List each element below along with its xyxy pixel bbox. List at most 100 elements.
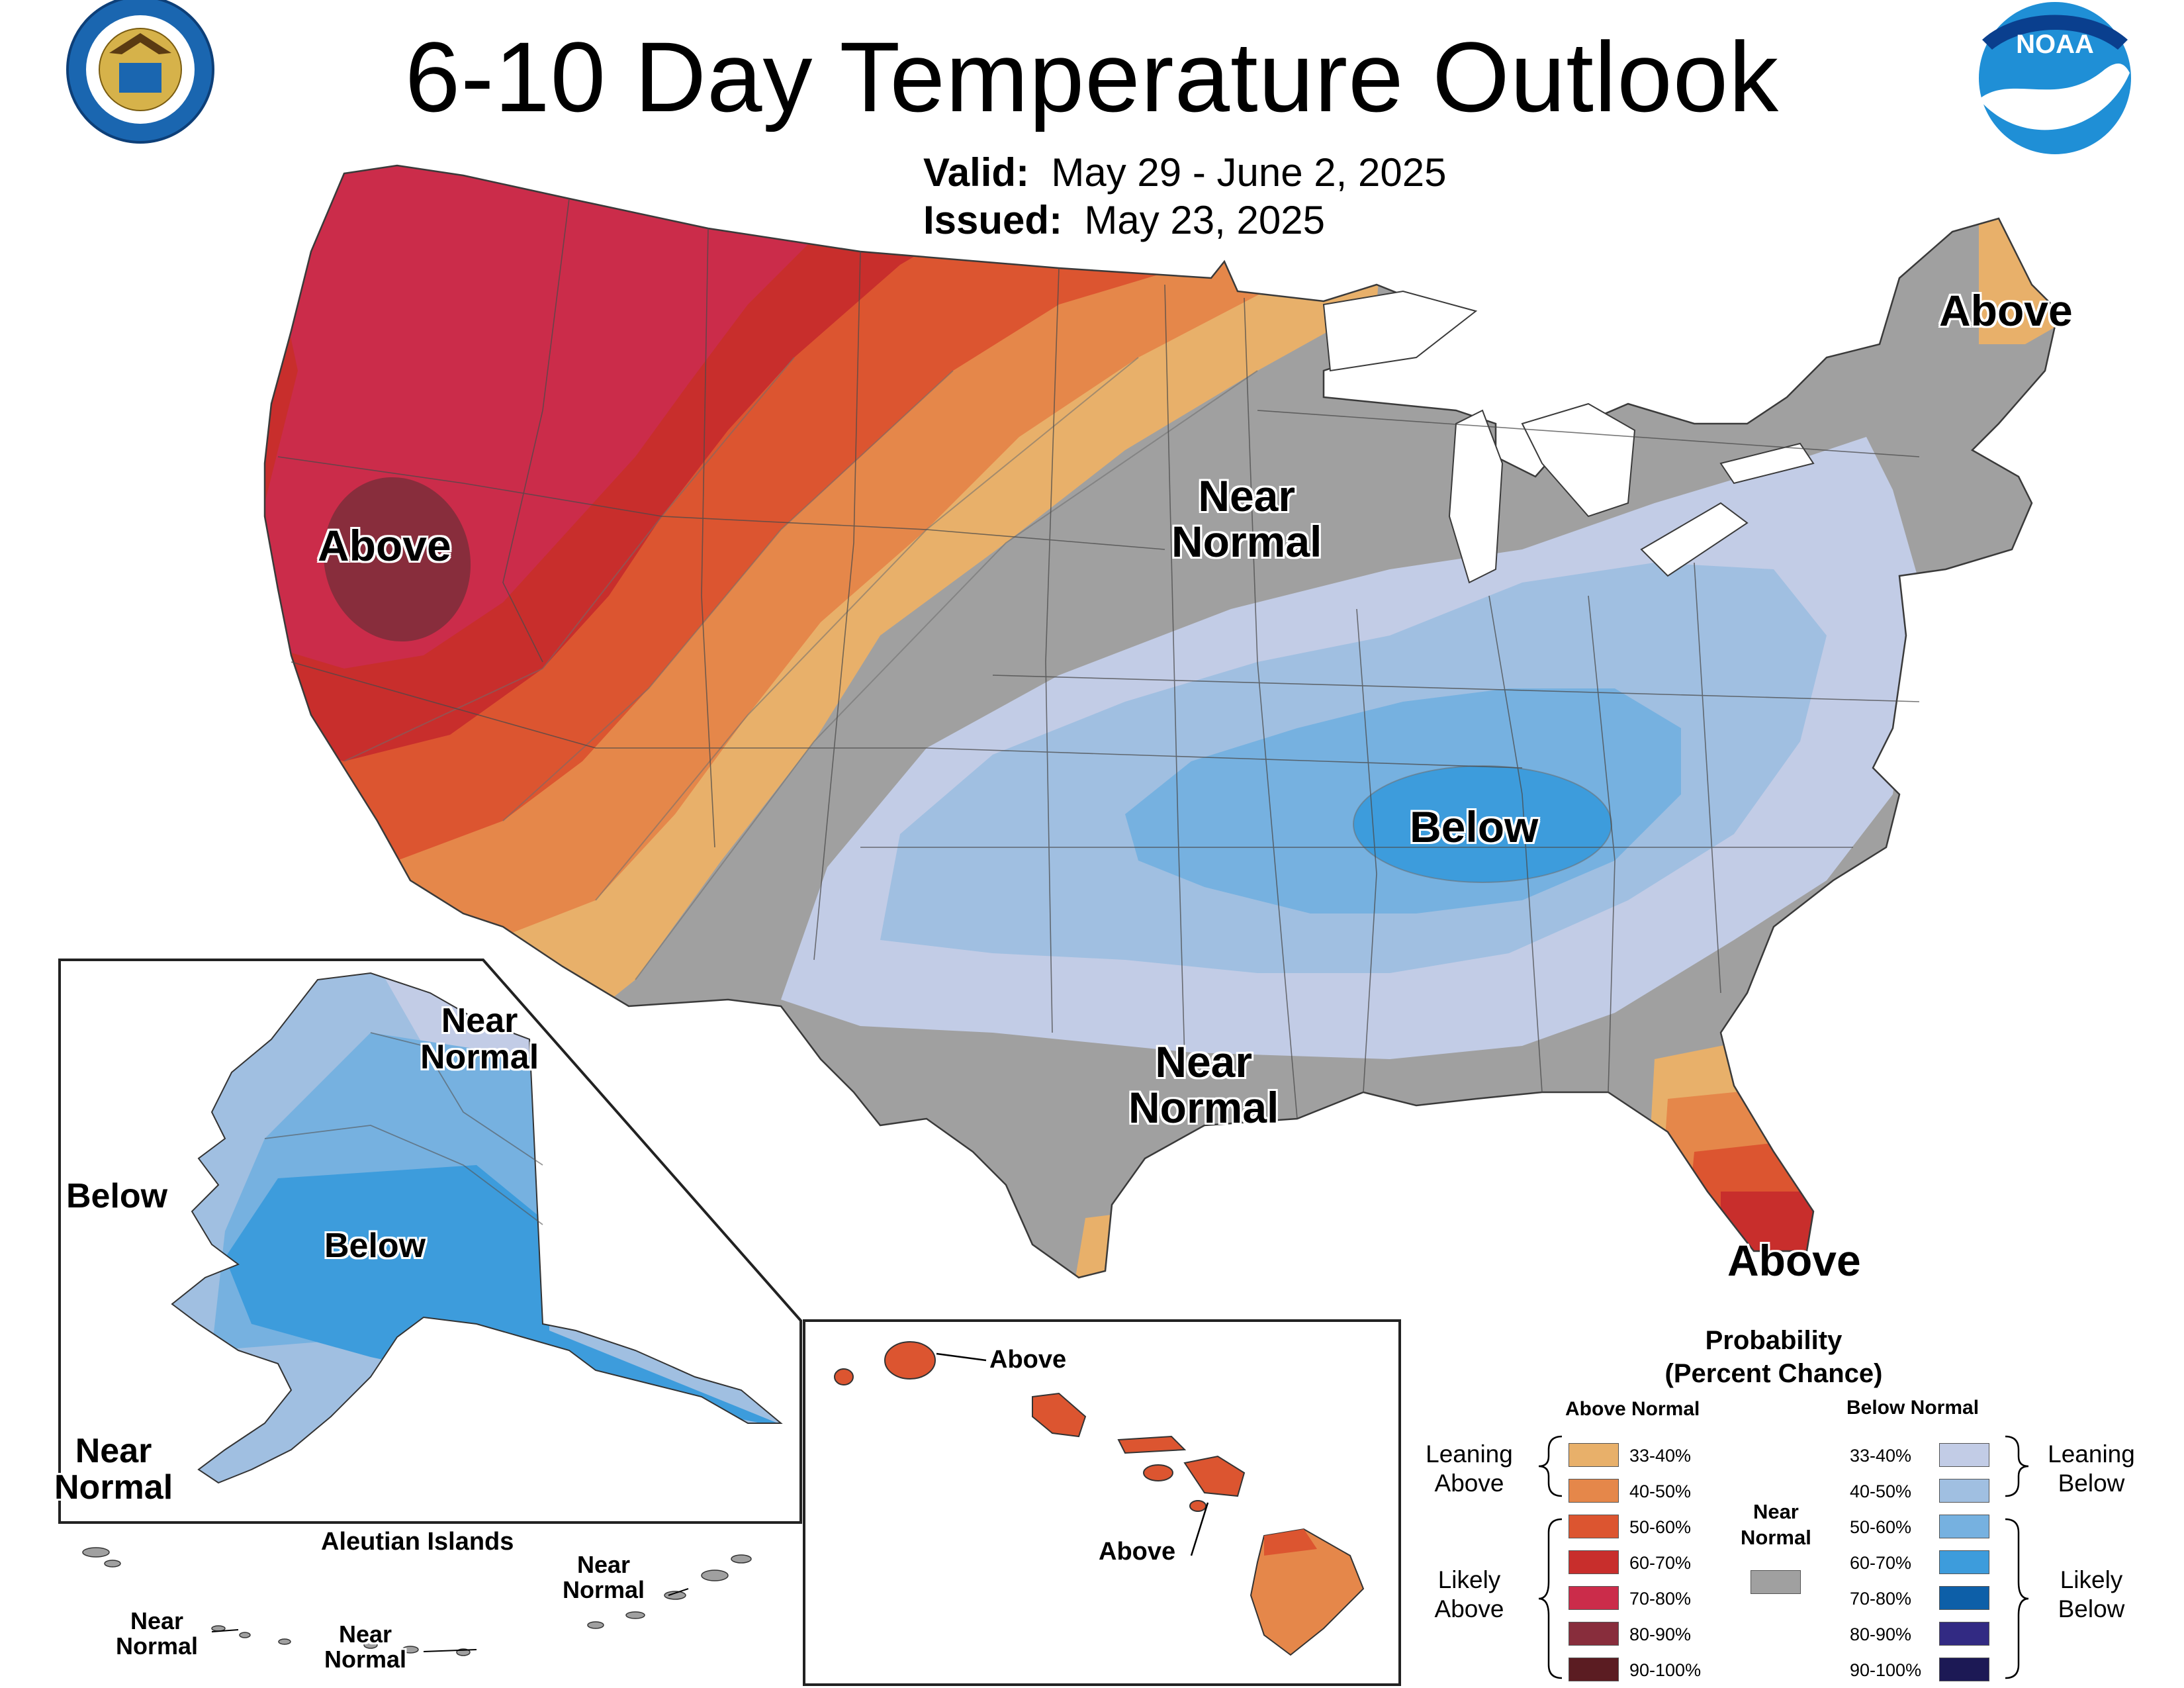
below-swatch-6 [1939, 1622, 1989, 1646]
date-block: Valid: May 29 - June 2, 2025 Issued: May… [923, 149, 1446, 244]
legend-title-line1: Probability [1705, 1326, 1843, 1355]
above-swatch-1 [1569, 1443, 1619, 1467]
label-northeast-above: Above [1939, 286, 2073, 335]
alaska-north-near: Near [441, 1002, 518, 1040]
below-range-2: 40-50% [1850, 1481, 1912, 1501]
department-of-commerce-seal [66, 0, 214, 144]
valid-dates: May 29 - June 2, 2025 [1051, 150, 1447, 195]
legend-near-line1: Near [1752, 1500, 1799, 1523]
aleutian-mid-near: Near [338, 1620, 392, 1648]
conus-outline [263, 164, 2060, 1279]
legend-braces-left [1538, 1435, 1563, 1679]
hawaii-islands [834, 1341, 1246, 1512]
below-range-4: 60-70% [1850, 1553, 1912, 1573]
label-kauai-above: Above [989, 1346, 1067, 1374]
legend-near-normal-swatch [1751, 1570, 1801, 1594]
below-swatch-2 [1939, 1479, 1989, 1503]
legend-braces-right [2005, 1435, 2029, 1679]
legend-leaning-below: Leaning Below [2038, 1440, 2144, 1499]
leaning-below-line1: Leaning [2048, 1440, 2135, 1468]
legend-above-header: Above Normal [1565, 1398, 1700, 1420]
aleutian-islands [82, 1547, 752, 1656]
alaska-sw-near: Near [75, 1432, 152, 1470]
issued-label: Issued: [923, 198, 1063, 242]
big-island [1250, 1528, 1365, 1656]
issued-line: Issued: May 23, 2025 [923, 197, 1446, 244]
below-range-3: 50-60% [1850, 1517, 1912, 1537]
likely-above-line2: Above [1434, 1595, 1504, 1623]
above-range-2: 40-50% [1629, 1481, 1692, 1501]
below-range-1: 33-40% [1850, 1446, 1912, 1466]
alaska-inset-frame [58, 959, 802, 1524]
state-borders [277, 198, 1920, 1119]
label-alaska-west-below: Below [66, 1177, 168, 1215]
leaning-above-line1: Leaning [1426, 1440, 1513, 1468]
above-range-6: 80-90% [1629, 1624, 1692, 1644]
above-swatch-4 [1569, 1550, 1619, 1574]
legend-leaning-above: Leaning Above [1416, 1440, 1522, 1499]
legend-near-line2: Normal [1741, 1525, 1811, 1549]
aleutian-east-normal: Normal [563, 1575, 645, 1603]
legend-below-header: Below Normal [1846, 1397, 1979, 1419]
legend-likely-below: Likely Below [2038, 1566, 2144, 1624]
alaska-contour-lines [264, 1032, 543, 1225]
label-aleutian-east-near-normal: Near Normal [563, 1552, 645, 1603]
above-range-5: 70-80% [1629, 1589, 1692, 1609]
midwest-normal: Normal [1171, 517, 1322, 567]
below-swatch-7 [1939, 1658, 1989, 1681]
aleutian-west-near: Near [130, 1607, 184, 1634]
label-aleutian-mid-near-normal: Near Normal [324, 1622, 406, 1672]
page-title: 6-10 Day Temperature Outlook [404, 21, 1780, 132]
likely-above-line1: Likely [1437, 1566, 1501, 1593]
label-alaska-north-near-normal: Near Normal [420, 1003, 539, 1075]
issued-date: May 23, 2025 [1084, 198, 1325, 242]
aleutian-east-near: Near [576, 1551, 631, 1578]
below-swatch-1 [1939, 1443, 1989, 1467]
label-aleutian-west-near-normal: Near Normal [116, 1609, 198, 1659]
legend-near-normal-label: Near Normal [1741, 1499, 1811, 1551]
label-west-above: Above [318, 521, 451, 570]
label-alaska-central-below: Below [324, 1227, 426, 1265]
above-range-4: 60-70% [1629, 1553, 1692, 1573]
southern-plains-normal: Normal [1128, 1083, 1279, 1133]
valid-label: Valid: [923, 150, 1030, 195]
alaska-outline [171, 972, 783, 1484]
legend-title: Probability (Percent Chance) [1615, 1324, 1933, 1390]
above-range-1: 33-40% [1629, 1446, 1692, 1466]
noaa-logo-text: NOAA [2016, 30, 2094, 59]
great-lakes [1322, 290, 1815, 584]
below-swatch-3 [1939, 1515, 1989, 1538]
above-swatch-7 [1569, 1658, 1619, 1681]
aleutian-west-normal: Normal [116, 1632, 199, 1660]
above-swatch-5 [1569, 1586, 1619, 1610]
label-midwest-near-normal: Near Normal [1171, 473, 1322, 565]
noaa-logo [1979, 2, 2131, 154]
legend-likely-above: Likely Above [1416, 1566, 1522, 1624]
label-alaska-sw-near-normal: Near Normal [54, 1433, 173, 1505]
above-range-7: 90-100% [1629, 1660, 1702, 1680]
label-florida-above: Above [1727, 1236, 1861, 1285]
label-big-island-above: Above [1099, 1538, 1176, 1566]
leaning-below-line2: Below [2058, 1470, 2125, 1497]
aleutian-title: Aleutian Islands [321, 1528, 514, 1556]
above-swatch-2 [1569, 1479, 1619, 1503]
above-swatch-6 [1569, 1622, 1619, 1646]
leaning-above-line2: Above [1434, 1470, 1504, 1497]
alaska-north-normal: Normal [420, 1037, 539, 1076]
below-range-5: 70-80% [1850, 1589, 1912, 1609]
below-swatch-4 [1939, 1550, 1989, 1574]
likely-below-line2: Below [2058, 1595, 2125, 1623]
below-range-7: 90-100% [1850, 1660, 1922, 1680]
midwest-near: Near [1198, 471, 1296, 520]
label-ohio-valley-below: Below [1410, 802, 1539, 851]
above-range-3: 50-60% [1629, 1517, 1692, 1537]
hawaii-inset-frame [803, 1319, 1401, 1686]
aleutian-mid-normal: Normal [324, 1645, 407, 1673]
below-range-6: 80-90% [1850, 1624, 1912, 1644]
legend-title-line2: (Percent Chance) [1664, 1359, 1883, 1388]
likely-below-line1: Likely [2060, 1566, 2123, 1593]
above-swatch-3 [1569, 1515, 1619, 1538]
conus-contour-lines [343, 357, 1612, 980]
alaska-sw-normal: Normal [54, 1468, 173, 1507]
